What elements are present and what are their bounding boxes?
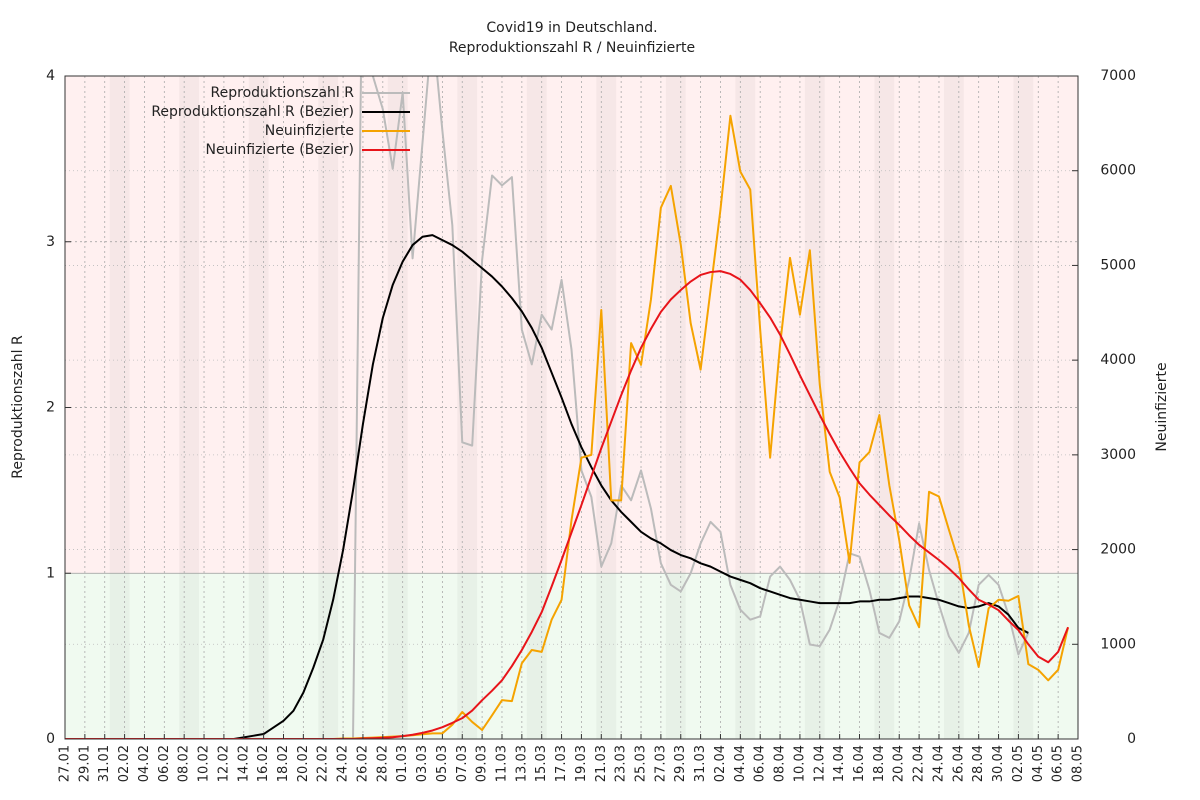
x-tick-label: 04.02 [137,745,152,782]
x-tick-label: 04.04 [733,745,748,782]
x-tick-label: 03.03 [415,745,430,782]
x-tick-label: 25.03 [634,745,649,782]
x-tick-label: 10.04 [792,745,807,782]
y2-tick-label: 5000 [1100,257,1136,273]
y2-tick-label: 1000 [1100,636,1136,652]
y2-tick-label: 0 [1127,731,1136,747]
legend-label: Reproduktionszahl R [211,85,355,101]
x-tick-label: 17.03 [554,745,569,782]
x-tick-label: 02.05 [1011,745,1026,782]
y-tick-label: 4 [46,68,55,84]
axes: 27.01 29.01 31.01 02.02 04.02 06.02 08.02 10.02… [46,68,1136,782]
x-tick-label: 12.04 [812,745,827,782]
x-tick-label: 22.02 [316,745,331,782]
y-tick-label: 2 [46,400,55,416]
x-tick-label: 08.02 [177,745,192,782]
x-tick-label: 14.02 [236,745,251,782]
y2-tick-label: 7000 [1100,68,1136,84]
x-tick-label: 31.01 [97,745,112,782]
x-tick-label: 21.03 [594,745,609,782]
x-tick-label: 18.02 [276,745,291,782]
x-tick-label: 16.04 [852,745,867,782]
x-tick-label: 19.03 [574,745,589,782]
x-tick-label: 20.02 [296,745,311,782]
y-tick-label: 3 [46,234,55,250]
x-tick-label: 30.04 [991,745,1006,782]
x-tick-label: 23.03 [614,745,629,782]
x-tick-label: 26.02 [355,745,370,782]
x-tick-label: 31.03 [693,745,708,782]
legend: Reproduktionszahl R Reproduktionszahl R (… [151,85,410,158]
x-tick-label: 29.03 [673,745,688,782]
x-tick-label: 11.03 [494,745,509,782]
lines [65,76,1070,739]
x-tick-label: 08.05 [1071,745,1086,782]
y-tick-label: 0 [46,731,55,747]
x-tick-label: 12.02 [216,745,231,782]
y2-tick-label: 3000 [1100,447,1136,463]
x-tick-label: 27.03 [653,745,668,782]
series-line [65,114,1070,739]
x-tick-label: 20.04 [892,745,907,782]
legend-label: Neuinfizierte [265,123,354,139]
x-tick-label: 01.03 [395,745,410,782]
x-tick-label: 02.04 [713,745,728,782]
zone-above [65,76,1078,574]
x-tick-label: 06.05 [1051,745,1066,782]
x-tick-label: 02.02 [117,745,132,782]
x-tick-label: 22.04 [912,745,927,782]
legend-label: Reproduktionszahl R (Bezier) [151,104,354,120]
y2-tick-label: 6000 [1100,163,1136,179]
x-tick-label: 04.05 [1031,745,1046,782]
y-axis-label: Reproduktionszahl R [10,335,26,479]
x-tick-label: 18.04 [872,745,887,782]
x-tick-label: 28.04 [971,745,986,782]
y2-axis-label: Neuinfizierte [1154,362,1170,451]
x-tick-label: 08.04 [773,745,788,782]
x-tick-label: 07.03 [455,745,470,782]
y2-tick-label: 2000 [1100,542,1136,558]
x-tick-label: 29.01 [77,745,92,782]
x-tick-label: 10.02 [197,745,212,782]
y-tick-label: 1 [46,565,55,581]
legend-label: Neuinfizierte (Bezier) [206,142,354,158]
series-line [65,270,1069,739]
chart-title: Covid19 in Deutschland. [486,20,657,36]
x-tick-label: 28.02 [375,745,390,782]
x-tick-label: 09.03 [475,745,490,782]
y2-tick-label: 4000 [1100,352,1136,368]
series-line [65,234,1029,739]
x-tick-label: 24.04 [931,745,946,782]
x-tick-label: 15.03 [534,745,549,782]
x-tick-label: 06.02 [157,745,172,782]
x-tick-label: 16.02 [256,745,271,782]
x-tick-label: 06.04 [753,745,768,782]
x-tick-label: 05.03 [435,745,450,782]
plot-frame [64,75,1079,740]
x-tick-label: 24.02 [336,745,351,782]
x-tick-label: 26.04 [951,745,966,782]
x-tick-label: 13.03 [514,745,529,782]
x-tick-label: 14.04 [832,745,847,782]
chart-subtitle: Reproduktionszahl R / Neuinfizierte [449,40,695,56]
x-tick-label: 27.01 [58,745,73,782]
